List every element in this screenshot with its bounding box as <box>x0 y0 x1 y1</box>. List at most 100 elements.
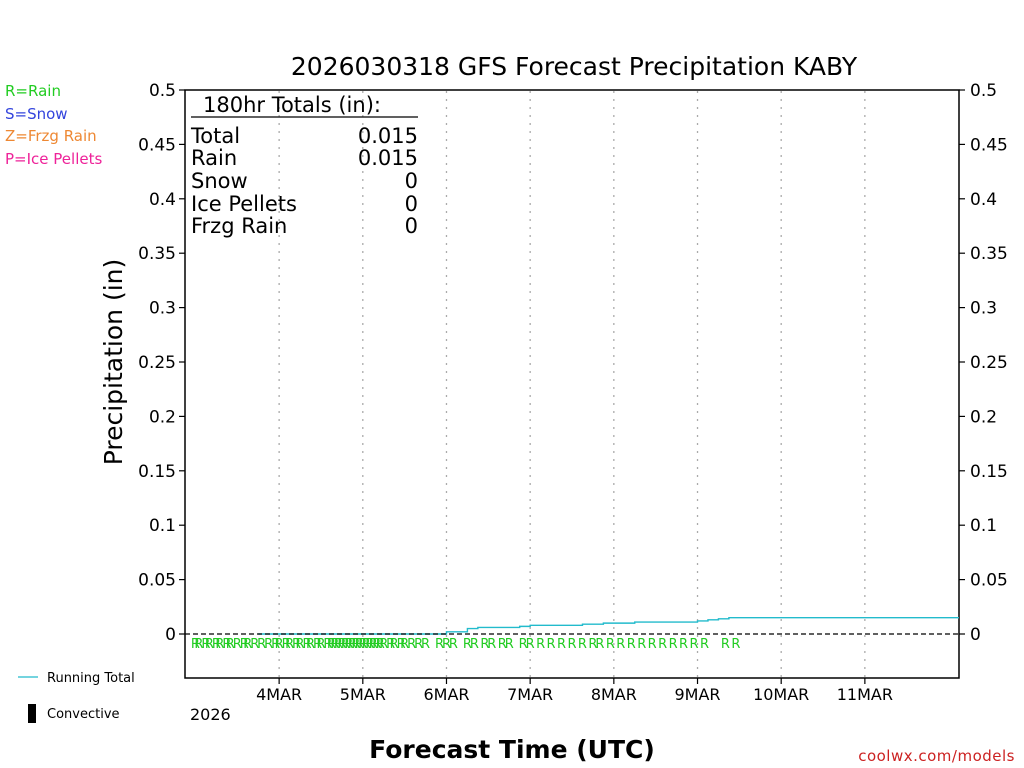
totals-value-ice-pellets: 0 <box>405 192 418 216</box>
precip-type-marker: R <box>344 637 353 652</box>
y-tick-label-right: 0.35 <box>970 244 1008 264</box>
chart-title: 2026030318 GFS Forecast Precipitation KA… <box>291 52 858 81</box>
precip-type-marker: R <box>557 637 566 652</box>
precip-type-marker: R <box>296 637 305 652</box>
y-tick-label-left: 0.05 <box>138 571 176 591</box>
precip-type-marker: R <box>376 637 385 652</box>
precip-type-marker: R <box>330 637 339 652</box>
precip-type-marker: R <box>316 637 325 652</box>
precip-type-marker: R <box>358 637 367 652</box>
precip-type-marker: R <box>595 637 604 652</box>
legend-frzg-rain: Z=Frzg Rain <box>5 127 97 145</box>
precip-type-marker: R <box>282 637 291 652</box>
precip-type-marker: R <box>271 637 280 652</box>
precip-type-marker: R <box>313 637 322 652</box>
totals-label-frzg-rain: Frzg Rain <box>191 214 287 238</box>
y-tick-label-right: 0.15 <box>970 462 1008 482</box>
y-tick-label-left: 0.4 <box>149 190 176 210</box>
precip-type-marker: R <box>407 637 416 652</box>
precip-type-marker: R <box>233 637 242 652</box>
precip-type-marker: R <box>355 637 364 652</box>
precip-type-marker: R <box>215 637 224 652</box>
precip-type-marker: R <box>731 637 740 652</box>
precip-type-marker: R <box>690 637 699 652</box>
precip-type-marker: R <box>498 637 507 652</box>
precip-type-legend: R=Rain S=Snow Z=Frzg Rain P=Ice Pellets <box>5 82 102 168</box>
y-axis-label: Precipitation (in) <box>99 259 128 466</box>
totals-value-frzg-rain: 0 <box>405 214 418 238</box>
x-tick-label: 5MAR <box>340 685 386 704</box>
precip-type-marker: R <box>588 637 597 652</box>
series-legend: Running Total Convective <box>18 671 135 723</box>
precip-type-marker: R <box>637 637 646 652</box>
precip-type-marker: R <box>700 637 709 652</box>
precip-type-marker: R <box>243 637 252 652</box>
precip-type-marker: R <box>292 637 301 652</box>
legend-snow: S=Snow <box>5 105 68 123</box>
totals-label-ice-pellets: Ice Pellets <box>191 192 297 216</box>
totals-label-total: Total <box>190 124 240 148</box>
precip-type-marker: R <box>285 637 294 652</box>
precip-type-marker: R <box>480 637 489 652</box>
precip-type-marker: R <box>442 637 451 652</box>
precip-type-marker: R <box>578 637 587 652</box>
precip-type-marker: R <box>264 637 273 652</box>
x-tick-year: 2026 <box>190 705 231 724</box>
precip-type-marker: R <box>341 637 350 652</box>
precip-type-marker: R <box>337 637 346 652</box>
precip-type-marker: R <box>240 637 249 652</box>
y-tick-label-right: 0.25 <box>970 353 1008 373</box>
x-tick-label: 6MAR <box>423 685 469 704</box>
legend-convective-label: Convective <box>47 707 120 722</box>
precip-type-marker: R <box>327 637 336 652</box>
precip-type-marker: R <box>567 637 576 652</box>
x-tick-label: 9MAR <box>674 685 720 704</box>
y-tick-label-left: 0.25 <box>138 353 176 373</box>
totals-header: 180hr Totals (in): <box>203 93 381 117</box>
precip-type-marker: R <box>679 637 688 652</box>
precip-type-marker: R <box>386 637 395 652</box>
totals-value-snow: 0 <box>405 169 418 193</box>
precip-type-marker: R <box>191 637 200 652</box>
y-tick-label-left: 0.1 <box>149 516 176 536</box>
precip-type-marker: R <box>435 637 444 652</box>
precip-type-marker: R <box>212 637 221 652</box>
precip-type-marker: R <box>606 637 615 652</box>
plot-area <box>184 89 960 679</box>
precip-type-marker: R <box>226 637 235 652</box>
y-tick-label-left: 0.2 <box>149 407 176 427</box>
totals-box: 180hr Totals (in): Total 0.015 Rain 0.01… <box>190 93 418 238</box>
x-axis-label: Forecast Time (UTC) <box>369 735 655 764</box>
x-tick-label: 7MAR <box>507 685 553 704</box>
y-tick-label-left: 0.35 <box>138 244 176 264</box>
precip-type-marker: R <box>369 637 378 652</box>
precip-type-marker: R <box>205 637 214 652</box>
y-tick-label-right: 0.3 <box>970 299 997 319</box>
precip-type-marker: R <box>400 637 409 652</box>
y-tick-label-right: 0.2 <box>970 407 997 427</box>
y-tick-label-right: 0.45 <box>970 135 1008 155</box>
precip-type-marker: R <box>275 637 284 652</box>
x-tick-label: 4MAR <box>256 685 302 704</box>
y-tick-label-left: 0.15 <box>138 462 176 482</box>
precip-type-marker: R <box>351 637 360 652</box>
totals-label-snow: Snow <box>191 169 248 193</box>
precip-type-marker: R <box>658 637 667 652</box>
precip-type-marker: R <box>627 637 636 652</box>
precip-type-marker: R <box>250 637 259 652</box>
precip-type-marker: R <box>323 637 332 652</box>
precip-type-marker: R <box>487 637 496 652</box>
precip-type-marker: R <box>547 637 556 652</box>
precip-type-marker: R <box>194 637 203 652</box>
legend-running-total-label: Running Total <box>47 671 135 686</box>
precip-type-marker: R <box>362 637 371 652</box>
precip-type-marker: R <box>449 637 458 652</box>
y-tick-label-right: 0.1 <box>970 516 997 536</box>
x-tick-label: 10MAR <box>753 685 809 704</box>
precip-type-marker: R <box>348 637 357 652</box>
precip-type-marker: R <box>505 637 514 652</box>
precip-type-marker: R <box>648 637 657 652</box>
precip-type-marker: R <box>201 637 210 652</box>
precip-type-marker: R <box>365 637 374 652</box>
x-tick-label: 8MAR <box>591 685 637 704</box>
